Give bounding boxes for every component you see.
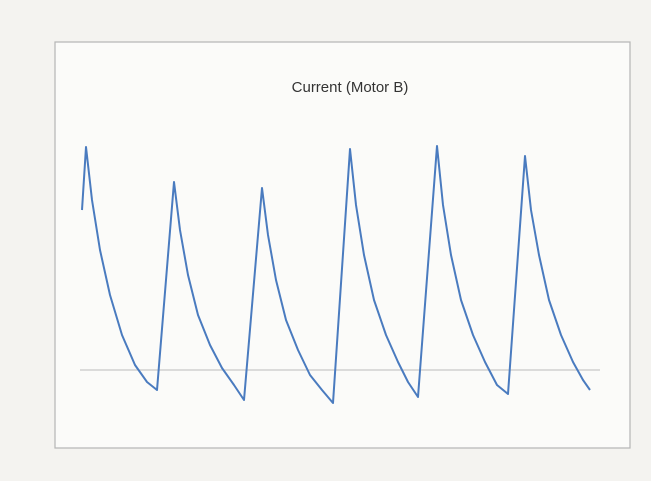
chart-title: Current (Motor B) bbox=[292, 79, 409, 96]
page: {"chart_data": {"type": "line", "title":… bbox=[0, 0, 651, 481]
chart: Current (Motor B) bbox=[0, 0, 651, 481]
plot-frame bbox=[55, 42, 630, 448]
